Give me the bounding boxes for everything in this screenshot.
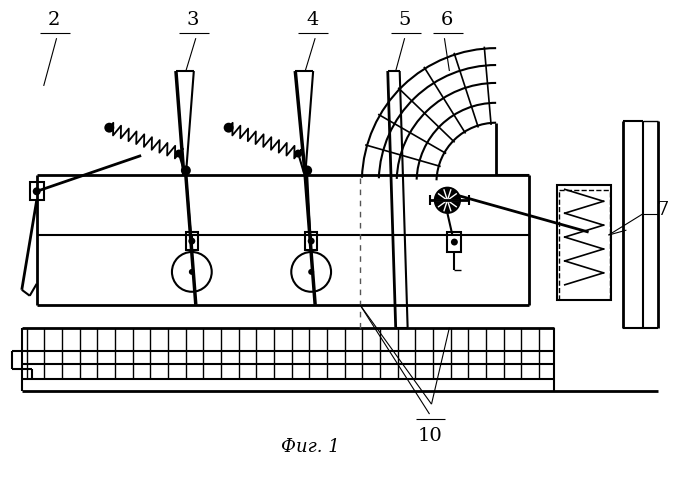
Bar	[305, 232, 317, 250]
Circle shape	[189, 269, 195, 275]
Text: 5: 5	[398, 11, 411, 29]
Circle shape	[302, 166, 312, 175]
Circle shape	[33, 188, 41, 196]
Circle shape	[291, 252, 331, 292]
Circle shape	[308, 269, 314, 275]
Circle shape	[434, 188, 460, 213]
Text: 6: 6	[441, 11, 454, 29]
Text: 2: 2	[47, 11, 60, 29]
Bar	[447, 232, 461, 252]
Text: 4: 4	[306, 11, 318, 29]
Circle shape	[172, 252, 212, 292]
Circle shape	[307, 238, 315, 244]
Circle shape	[175, 150, 183, 158]
Circle shape	[451, 238, 458, 246]
Bar	[557, 186, 611, 300]
Text: 10: 10	[417, 427, 442, 445]
Text: 3: 3	[186, 11, 199, 29]
Circle shape	[223, 122, 234, 132]
Text: Фиг. 1: Фиг. 1	[281, 438, 339, 456]
Circle shape	[104, 122, 114, 132]
Bar	[186, 232, 198, 250]
Circle shape	[294, 150, 302, 158]
Circle shape	[189, 238, 195, 244]
Circle shape	[181, 166, 191, 175]
Text: 7: 7	[656, 201, 669, 219]
Bar	[30, 182, 44, 200]
